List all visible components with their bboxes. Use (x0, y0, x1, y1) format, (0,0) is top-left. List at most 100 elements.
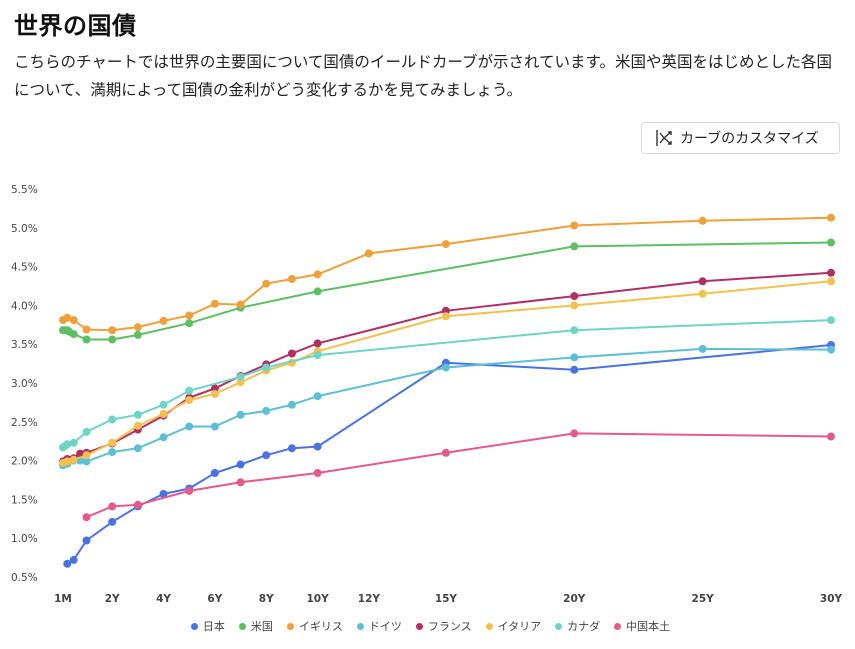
legend-item[interactable]: カナダ (555, 618, 600, 634)
legend-item[interactable]: 中国本土 (614, 618, 670, 634)
data-point[interactable] (262, 451, 271, 460)
legend-item[interactable]: 米国 (238, 618, 273, 634)
data-point[interactable] (441, 312, 450, 321)
data-point[interactable] (108, 335, 117, 344)
data-point[interactable] (185, 422, 194, 431)
data-point[interactable] (262, 363, 271, 372)
data-point[interactable] (108, 517, 117, 526)
data-point[interactable] (313, 287, 322, 296)
data-point[interactable] (827, 238, 835, 247)
data-point[interactable] (364, 249, 373, 258)
data-point[interactable] (827, 277, 835, 286)
data-point[interactable] (82, 536, 91, 545)
data-point[interactable] (82, 335, 91, 344)
data-point[interactable] (82, 457, 91, 466)
data-point[interactable] (185, 386, 194, 395)
legend-item[interactable]: 日本 (190, 618, 225, 634)
data-point[interactable] (210, 422, 219, 431)
data-point[interactable] (570, 365, 579, 374)
data-point[interactable] (185, 311, 194, 320)
data-point[interactable] (76, 449, 85, 458)
data-point[interactable] (827, 432, 835, 441)
data-point[interactable] (108, 438, 117, 447)
data-point[interactable] (313, 469, 322, 477)
data-point[interactable] (441, 448, 450, 457)
data-point[interactable] (698, 216, 707, 225)
data-point[interactable] (185, 319, 194, 328)
data-point[interactable] (159, 433, 168, 442)
data-point[interactable] (827, 268, 835, 277)
data-point[interactable] (570, 242, 579, 251)
data-point[interactable] (69, 555, 78, 564)
data-point[interactable] (236, 478, 245, 487)
data-point[interactable] (108, 415, 117, 424)
data-point[interactable] (698, 289, 707, 298)
data-point[interactable] (313, 339, 322, 348)
data-point[interactable] (159, 490, 168, 498)
data-point[interactable] (108, 502, 117, 511)
data-point[interactable] (210, 299, 219, 308)
data-point[interactable] (313, 442, 322, 451)
data-point[interactable] (69, 455, 78, 464)
data-point[interactable] (236, 300, 245, 309)
data-point[interactable] (133, 421, 142, 430)
data-point[interactable] (287, 275, 296, 283)
data-point[interactable] (210, 469, 219, 477)
data-point[interactable] (441, 363, 450, 372)
data-point[interactable] (108, 326, 117, 335)
data-point[interactable] (69, 316, 78, 325)
data-point[interactable] (236, 410, 245, 419)
data-point[interactable] (287, 349, 296, 358)
data-point[interactable] (210, 389, 219, 398)
legend-item[interactable]: ドイツ (356, 618, 402, 634)
data-point[interactable] (441, 306, 450, 315)
data-point[interactable] (133, 500, 142, 509)
data-point[interactable] (133, 410, 142, 419)
data-point[interactable] (570, 353, 579, 362)
data-point[interactable] (236, 460, 245, 469)
data-point[interactable] (133, 444, 142, 453)
data-point[interactable] (210, 384, 219, 393)
data-point[interactable] (82, 513, 91, 522)
data-point[interactable] (69, 438, 78, 447)
data-point[interactable] (63, 457, 72, 466)
data-point[interactable] (82, 325, 91, 334)
data-point[interactable] (313, 392, 322, 401)
data-point[interactable] (287, 444, 296, 453)
data-point[interactable] (698, 344, 707, 353)
legend-item[interactable]: フランス (415, 618, 472, 634)
data-point[interactable] (313, 351, 322, 360)
data-point[interactable] (570, 292, 579, 301)
data-point[interactable] (570, 326, 579, 335)
data-point[interactable] (262, 279, 271, 288)
data-point[interactable] (570, 221, 579, 230)
legend-item[interactable]: イタリア (485, 618, 541, 634)
data-point[interactable] (63, 313, 72, 322)
data-point[interactable] (133, 330, 142, 339)
data-point[interactable] (82, 427, 91, 436)
data-point[interactable] (827, 345, 835, 354)
data-point[interactable] (185, 396, 194, 405)
data-point[interactable] (570, 301, 579, 310)
data-point[interactable] (159, 400, 168, 409)
data-point[interactable] (108, 448, 117, 457)
data-point[interactable] (185, 486, 194, 495)
data-point[interactable] (441, 240, 450, 249)
data-point[interactable] (287, 400, 296, 409)
data-point[interactable] (236, 372, 245, 381)
data-point[interactable] (69, 330, 78, 339)
data-point[interactable] (570, 429, 579, 438)
data-point[interactable] (827, 316, 835, 325)
customize-curve-button[interactable]: カーブのカスタマイズ (641, 122, 840, 154)
data-point[interactable] (827, 213, 835, 222)
data-point[interactable] (159, 316, 168, 325)
data-point[interactable] (63, 440, 72, 449)
data-point[interactable] (159, 410, 168, 418)
data-point[interactable] (698, 277, 707, 286)
legend-item[interactable]: イギリス (286, 618, 343, 634)
data-point[interactable] (82, 451, 91, 460)
data-point[interactable] (313, 270, 322, 279)
data-point[interactable] (262, 406, 271, 415)
data-point[interactable] (63, 559, 72, 568)
data-point[interactable] (133, 323, 142, 332)
